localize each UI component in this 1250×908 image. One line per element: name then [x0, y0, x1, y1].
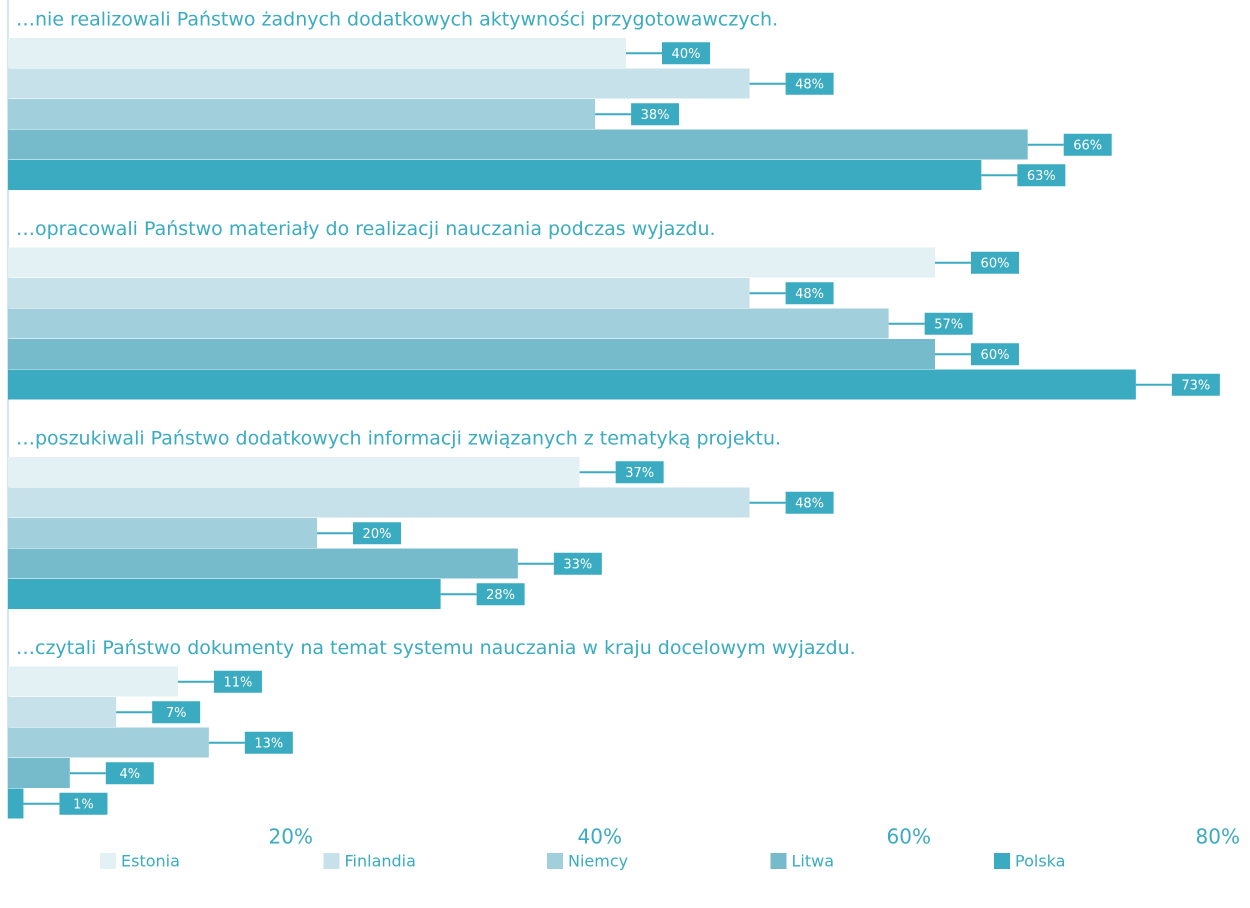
bar: [8, 579, 441, 609]
value-label-box: [785, 72, 834, 95]
value-label: 37%: [625, 466, 654, 481]
value-label: 60%: [981, 348, 1010, 363]
value-label-box: [105, 762, 154, 785]
x-tick-label: 40%: [578, 825, 622, 849]
value-label-box: [59, 792, 108, 815]
legend-swatch: [770, 853, 787, 869]
value-label: 11%: [223, 675, 252, 690]
legend-swatch: [100, 853, 116, 869]
value-label: 48%: [795, 287, 824, 302]
bar: [8, 727, 209, 758]
bar: [8, 38, 626, 68]
value-label-box: [615, 461, 664, 484]
value-label-box: [353, 522, 401, 545]
legend-label: Estonia: [121, 852, 180, 871]
legend-label: Polska: [1015, 852, 1065, 871]
value-label: 4%: [119, 767, 140, 782]
value-label: 73%: [1181, 378, 1210, 393]
legend-swatch: [994, 853, 1010, 869]
value-label: 66%: [1073, 138, 1102, 153]
group-title: …nie realizowali Państwo żadnych dodatko…: [16, 9, 778, 31]
value-label: 20%: [363, 527, 392, 542]
bar: [8, 666, 178, 697]
value-label-box: [152, 701, 201, 724]
value-label: 40%: [672, 47, 701, 62]
value-label: 63%: [1027, 169, 1056, 184]
bar: [8, 308, 889, 339]
value-label: 38%: [641, 108, 670, 123]
bar: [8, 758, 70, 788]
group-title: …opracowali Państwo materiały do realiza…: [16, 218, 716, 240]
x-tick-label: 80%: [1196, 825, 1240, 849]
bar: [8, 339, 935, 369]
x-tick-label: 60%: [887, 825, 931, 849]
bar: [8, 788, 24, 819]
legend-swatch: [323, 853, 340, 869]
value-label: 57%: [934, 317, 963, 332]
bar: [8, 548, 518, 579]
value-label: 60%: [981, 256, 1010, 271]
value-label-box: [662, 42, 710, 65]
value-label-box: [1171, 373, 1220, 396]
value-label-box: [785, 282, 834, 305]
x-tick-label: 20%: [269, 825, 313, 849]
value-label-box: [553, 552, 602, 575]
bar: [8, 99, 596, 129]
legend-label: Niemcy: [568, 852, 628, 871]
legend-label: Finlandia: [345, 852, 416, 871]
value-label: 7%: [166, 706, 187, 721]
legend-label: Litwa: [792, 852, 835, 871]
value-label: 1%: [73, 797, 94, 812]
value-label-box: [971, 251, 1019, 274]
value-label-box: [971, 343, 1019, 366]
bar: [8, 247, 935, 278]
value-label-box: [631, 103, 680, 126]
value-label-box: [1017, 164, 1066, 187]
bar: [8, 697, 117, 727]
value-label: 13%: [254, 736, 283, 751]
value-label-box: [924, 312, 973, 335]
bar: [8, 129, 1028, 160]
bar: [8, 68, 750, 99]
bar: [8, 160, 982, 190]
value-label: 33%: [563, 557, 592, 572]
group-title: …poszukiwali Państwo dodatkowych informa…: [16, 428, 781, 450]
value-label-box: [1063, 133, 1112, 156]
value-label: 48%: [795, 496, 824, 511]
value-label-box: [476, 583, 525, 606]
value-label: 48%: [795, 77, 824, 92]
value-label-box: [785, 491, 834, 514]
bar: [8, 487, 750, 518]
bar: [8, 369, 1136, 400]
bar: [8, 457, 580, 487]
bar: [8, 278, 750, 308]
group-title: …czytali Państwo dokumenty na temat syst…: [16, 637, 856, 659]
value-label-box: [213, 670, 262, 693]
value-label-box: [244, 731, 293, 754]
value-label: 28%: [486, 588, 515, 603]
legend-swatch: [547, 853, 563, 869]
bar: [8, 518, 317, 548]
